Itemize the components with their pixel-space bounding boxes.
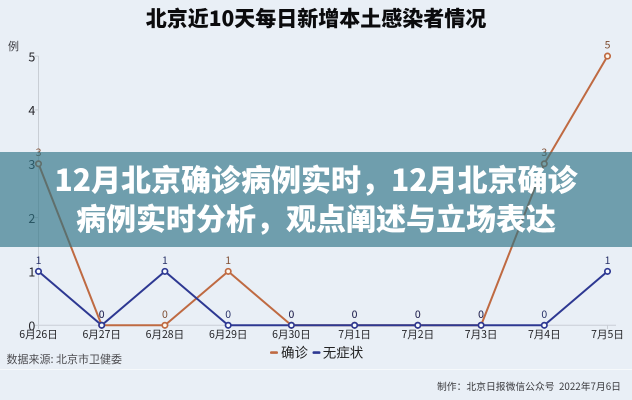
svg-text:0: 0 [288, 307, 294, 322]
svg-text:0: 0 [28, 316, 35, 335]
svg-text:6月27日: 6月27日 [82, 327, 120, 342]
svg-text:0: 0 [162, 307, 168, 322]
svg-text:4: 4 [28, 100, 35, 119]
svg-text:7月1日: 7月1日 [338, 327, 371, 342]
svg-text:0: 0 [415, 307, 421, 322]
svg-text:例: 例 [8, 38, 19, 54]
svg-text:1: 1 [28, 262, 35, 281]
svg-text:0: 0 [99, 307, 105, 322]
svg-text:6月29日: 6月29日 [209, 327, 247, 342]
svg-text:确诊: 确诊 [281, 341, 308, 361]
svg-text:0: 0 [415, 307, 421, 322]
svg-text:7月5日: 7月5日 [591, 327, 624, 342]
svg-text:7月4日: 7月4日 [528, 327, 561, 342]
svg-text:0: 0 [352, 307, 358, 322]
svg-text:6月30日: 6月30日 [272, 327, 310, 342]
svg-text:无症状: 无症状 [323, 341, 364, 361]
svg-text:6月26日: 6月26日 [19, 327, 57, 342]
svg-text:0: 0 [541, 307, 547, 322]
svg-text:5: 5 [28, 46, 35, 65]
svg-text:7月2日: 7月2日 [401, 327, 434, 342]
svg-text:0: 0 [99, 307, 105, 322]
svg-text:7月3日: 7月3日 [465, 327, 498, 342]
svg-text:0: 0 [288, 307, 294, 322]
svg-text:1: 1 [162, 253, 168, 268]
svg-text:0: 0 [478, 307, 484, 322]
svg-text:0: 0 [352, 307, 358, 322]
svg-text:1: 1 [605, 253, 611, 268]
svg-text:1: 1 [36, 253, 42, 268]
svg-text:6月28日: 6月28日 [146, 327, 184, 342]
svg-text:1: 1 [225, 253, 231, 268]
svg-text:0: 0 [225, 307, 231, 322]
svg-text:0: 0 [478, 307, 484, 322]
svg-text:5: 5 [605, 38, 611, 53]
